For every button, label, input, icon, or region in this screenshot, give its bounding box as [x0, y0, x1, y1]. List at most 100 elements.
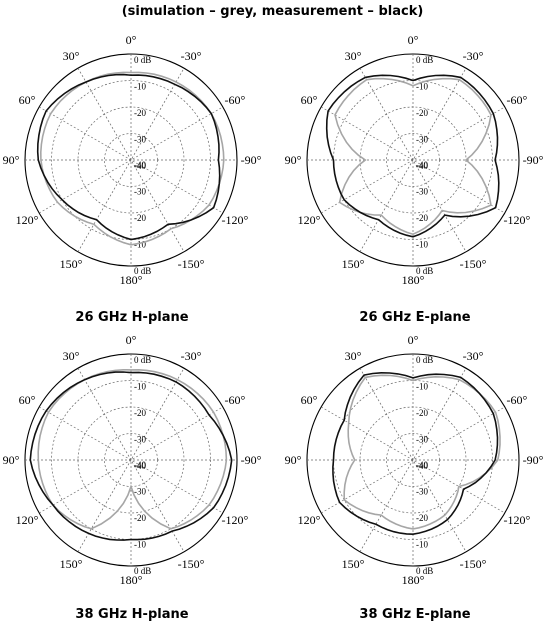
db-label: -30 — [416, 135, 428, 145]
angle-label: 180° — [402, 273, 425, 287]
angle-label: -150° — [178, 257, 205, 271]
db-label: -10 — [134, 240, 146, 250]
angle-label: 60° — [301, 93, 318, 107]
series-measurement — [29, 371, 233, 541]
angle-label: -60° — [507, 393, 528, 407]
db-label: -20 — [134, 213, 146, 223]
db-label: 0 dB — [134, 566, 151, 576]
db-label: -40 — [134, 461, 146, 471]
db-label: -40 — [416, 461, 428, 471]
panel-label-26-e: 26 GHz E-plane — [359, 310, 471, 325]
polar-chart-2: 0° 30° 60° 90° 120° 150° 180° -150° -120° -90° -60… — [3, 333, 262, 587]
db-label: -10 — [416, 82, 428, 92]
db-label: -10 — [134, 82, 146, 92]
db-label: -10 — [416, 382, 428, 392]
angle-label: 180° — [120, 573, 143, 587]
angle-label: -90° — [241, 153, 262, 167]
angle-label: 120° — [298, 213, 321, 227]
page-title: (simulation – grey, measurement – black) — [121, 4, 424, 19]
angle-label: -120° — [504, 213, 531, 227]
angle-label: 150° — [60, 557, 83, 571]
angle-label: 150° — [342, 257, 365, 271]
db-label: 0 dB — [134, 355, 151, 365]
angle-label: -90° — [523, 153, 544, 167]
series-simulation — [334, 77, 492, 236]
angle-label: -120° — [222, 513, 249, 527]
db-label: -10 — [416, 240, 428, 250]
angle-label: 60° — [19, 393, 36, 407]
grid-spoke — [359, 68, 467, 252]
db-label: -10 — [134, 540, 146, 550]
series-measurement — [325, 74, 500, 238]
db-label: -40 — [416, 161, 428, 171]
db-label: -40 — [134, 460, 146, 470]
angle-label: 180° — [402, 573, 425, 587]
db-label: -30 — [134, 435, 146, 445]
panel-label-38-e: 38 GHz E-plane — [359, 607, 471, 622]
grid-spoke — [77, 368, 185, 552]
db-label: -40 — [416, 460, 428, 470]
angle-label: -60° — [225, 393, 246, 407]
db-label: -30 — [416, 187, 428, 197]
angle-label: 90° — [3, 153, 20, 167]
series-simulation — [343, 374, 501, 530]
angle-label: 180° — [120, 273, 143, 287]
db-label: -40 — [416, 160, 428, 170]
polar-chart-3: 0° 30° 60° 90° 120° 150° 180° -150° -120° -90° -60… — [285, 333, 544, 587]
db-label: 0 dB — [416, 55, 433, 65]
polar-chart-0: 0° 30° 60° 90° 120° 150° 180° -150° -120° -90° -60… — [3, 33, 262, 287]
angle-label: 30° — [63, 349, 80, 363]
db-label: 0 dB — [134, 266, 151, 276]
angle-label: 120° — [16, 213, 39, 227]
angle-label: 60° — [19, 93, 36, 107]
angle-label: 0° — [408, 33, 419, 47]
angle-label: 30° — [63, 49, 80, 63]
db-label: 0 dB — [416, 266, 433, 276]
angle-label: -150° — [178, 557, 205, 571]
angle-label: 90° — [285, 453, 302, 467]
db-label: -30 — [134, 487, 146, 497]
db-label: -40 — [134, 160, 146, 170]
grid-spoke — [77, 68, 185, 252]
db-label: -20 — [416, 213, 428, 223]
angle-label: -30° — [181, 49, 202, 63]
db-label: -20 — [416, 108, 428, 118]
angle-label: -60° — [225, 93, 246, 107]
db-label: -20 — [416, 408, 428, 418]
series-measurement — [332, 371, 499, 536]
angle-label: -150° — [460, 557, 487, 571]
angle-label: -120° — [504, 513, 531, 527]
angle-label: 30° — [345, 349, 362, 363]
db-label: -30 — [416, 487, 428, 497]
db-label: -20 — [134, 408, 146, 418]
angle-label: -90° — [241, 453, 262, 467]
db-label: -30 — [134, 135, 146, 145]
db-label: 0 dB — [416, 355, 433, 365]
polar-chart-1: 0° 30° 60° 90° 120° 150° 180° -150° -120° -90° -60… — [285, 33, 544, 287]
angle-label: 150° — [60, 257, 83, 271]
angle-label: 0° — [126, 33, 137, 47]
db-label: -20 — [134, 513, 146, 523]
angle-label: -150° — [460, 257, 487, 271]
angle-label: -30° — [181, 349, 202, 363]
panel-label-26-h: 26 GHz H-plane — [75, 310, 189, 325]
angle-label: -30° — [463, 349, 484, 363]
angle-label: 0° — [126, 333, 137, 347]
angle-label: -120° — [222, 213, 249, 227]
series-measurement — [36, 73, 221, 241]
series-simulation — [37, 368, 228, 530]
angle-label: 120° — [298, 513, 321, 527]
angle-label: 0° — [408, 333, 419, 347]
db-label: -40 — [134, 161, 146, 171]
db-label: 0 dB — [416, 566, 433, 576]
angle-label: -30° — [463, 49, 484, 63]
db-label: 0 dB — [134, 55, 151, 65]
db-label: -30 — [134, 187, 146, 197]
db-label: -10 — [416, 540, 428, 550]
angle-label: 90° — [285, 153, 302, 167]
grid-spoke — [359, 368, 467, 552]
angle-label: -90° — [523, 453, 544, 467]
angle-label: 60° — [301, 393, 318, 407]
angle-label: 90° — [3, 453, 20, 467]
